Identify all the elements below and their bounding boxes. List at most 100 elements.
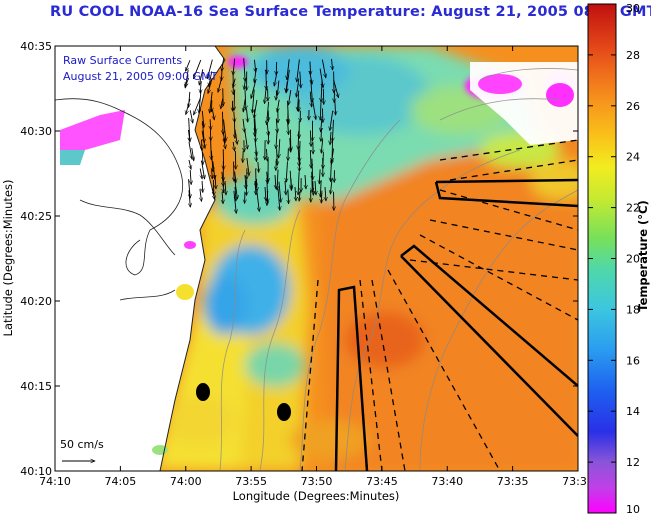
current-vector — [300, 71, 301, 88]
current-vector — [256, 149, 257, 162]
y-tick-label: 40:25 — [20, 210, 52, 223]
current-vector — [200, 188, 202, 202]
current-vector — [251, 79, 257, 99]
x-axis: 74:10 74:05 74:00 73:55 73:50 73:45 73:40 73:35… — [39, 46, 594, 488]
current-vector — [234, 129, 237, 144]
current-vector — [194, 97, 201, 115]
current-vector — [255, 139, 257, 156]
current-vector — [321, 190, 322, 203]
current-vector — [312, 100, 316, 119]
current-vector — [312, 171, 313, 192]
current-vector — [200, 81, 201, 93]
current-vector — [335, 100, 336, 115]
current-vector — [254, 109, 255, 132]
current-vector — [278, 181, 281, 203]
current-vector — [266, 148, 267, 161]
current-vector — [288, 89, 292, 105]
colorbar-tick-label: 10 — [626, 503, 640, 516]
current-vector — [246, 157, 249, 175]
current-vector — [235, 186, 236, 201]
current-vectors — [185, 58, 338, 213]
station-marker — [277, 403, 291, 421]
current-vector — [210, 119, 211, 130]
current-vector — [330, 131, 331, 145]
current-vector — [209, 71, 213, 86]
current-vector — [211, 138, 212, 160]
current-vector — [212, 161, 215, 179]
colorbar-tick-label: 14 — [626, 405, 640, 418]
current-vector — [223, 119, 226, 141]
current-vector — [313, 181, 314, 195]
colorbar-tick-label: 22 — [626, 202, 640, 215]
current-vector — [325, 186, 326, 201]
current-vector — [225, 180, 226, 195]
scale-label: 50 cm/s — [60, 438, 104, 451]
current-vector — [252, 89, 254, 113]
current-vector — [222, 129, 226, 143]
current-vector — [184, 77, 190, 86]
y-tick-label: 40:30 — [20, 125, 52, 138]
current-vector — [310, 130, 311, 147]
current-vector — [310, 61, 311, 75]
current-vector — [319, 169, 320, 184]
current-vector — [224, 137, 226, 149]
current-vector — [321, 118, 322, 132]
current-vector — [234, 180, 238, 199]
current-vector — [211, 150, 213, 172]
current-vector — [218, 79, 222, 92]
current-vector — [286, 161, 287, 182]
current-vector — [192, 147, 194, 161]
current-vector — [315, 180, 316, 195]
x-tick-label: 74:05 — [105, 475, 137, 488]
current-vector — [243, 99, 245, 112]
current-vector — [235, 171, 236, 182]
current-vector — [189, 179, 191, 198]
current-vector — [267, 121, 268, 136]
colorbar-tick-label: 24 — [626, 151, 640, 164]
current-vector — [305, 174, 306, 189]
current-vector — [221, 98, 223, 109]
current-vector — [298, 131, 299, 149]
current-vector — [321, 128, 322, 141]
current-vector — [255, 180, 256, 195]
current-vector — [254, 68, 256, 83]
current-vector — [277, 80, 278, 96]
current-vector — [311, 79, 313, 102]
current-vector — [208, 78, 213, 93]
current-vector — [299, 141, 300, 162]
current-vector — [321, 59, 325, 78]
current-vector — [276, 158, 277, 171]
current-vector — [222, 191, 223, 204]
current-vector — [319, 68, 323, 88]
x-tick-label: 73:30 — [562, 475, 594, 488]
current-vector — [286, 81, 288, 93]
current-vector — [276, 129, 277, 149]
current-vector — [199, 69, 204, 85]
current-vector — [202, 151, 203, 165]
y-tick-label: 40:35 — [20, 40, 52, 53]
current-vector — [244, 58, 245, 81]
colorbar-tick-label: 30 — [626, 2, 640, 15]
colorbar-tick-label: 26 — [626, 100, 640, 113]
y-tick-label: 40:10 — [20, 465, 52, 478]
y-tick-label: 40:20 — [20, 295, 52, 308]
x-axis-label: Longitude (Degrees:Minutes) — [233, 489, 400, 503]
current-vector — [276, 90, 277, 100]
x-tick-label: 73:40 — [431, 475, 463, 488]
current-vector — [298, 148, 299, 167]
current-vector — [265, 80, 268, 104]
current-vector — [243, 118, 245, 133]
x-tick-label: 73:50 — [301, 475, 333, 488]
overlay-line-1: Raw Surface Currents — [63, 54, 182, 67]
x-tick-label: 73:35 — [497, 475, 529, 488]
current-vector — [298, 171, 299, 195]
current-vector — [332, 58, 333, 70]
current-vector — [332, 119, 333, 142]
current-vector — [256, 178, 257, 191]
current-vector — [321, 79, 322, 103]
current-vector — [212, 109, 214, 120]
current-vector — [267, 171, 268, 184]
current-vector — [258, 161, 259, 172]
current-vector — [221, 68, 222, 81]
current-vector — [212, 169, 213, 179]
